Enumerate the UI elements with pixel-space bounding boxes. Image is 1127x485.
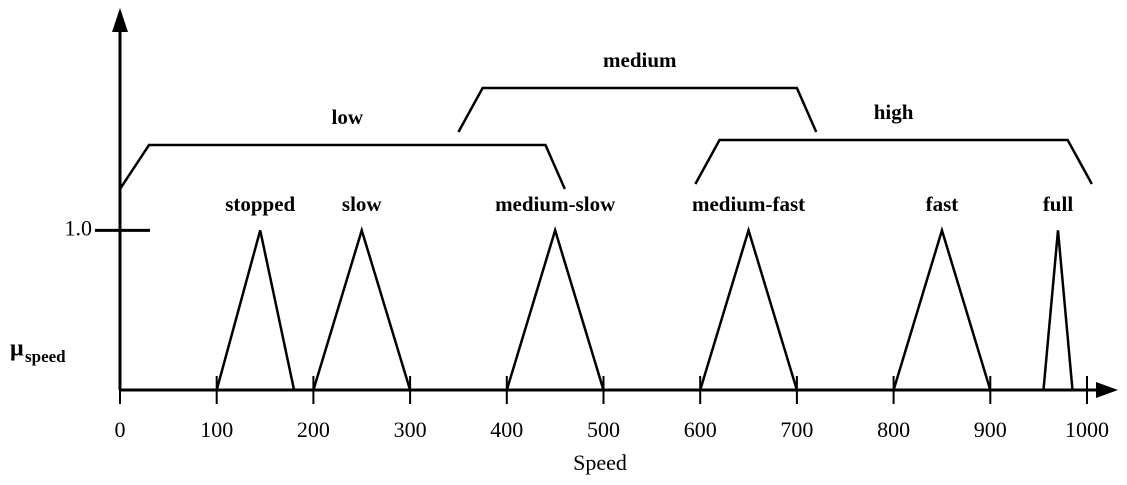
membership-triangle <box>892 226 992 391</box>
x-tick-label: 300 <box>394 417 427 442</box>
range-label: low <box>331 105 363 129</box>
range-label: medium <box>603 48 677 72</box>
x-tick-label: 0 <box>115 417 126 442</box>
x-tick-label: 900 <box>974 417 1007 442</box>
set-label: fast <box>926 192 959 216</box>
x-tick-label: 500 <box>587 417 620 442</box>
x-tick-label: 700 <box>780 417 813 442</box>
membership-triangle <box>215 230 296 391</box>
set-label: stopped <box>225 192 295 216</box>
range-bracket <box>118 143 566 190</box>
membership-triangle <box>312 226 412 391</box>
y-axis-label: μ <box>10 336 24 362</box>
membership-triangle <box>505 226 605 391</box>
y-tick-label: 1.0 <box>65 215 93 240</box>
x-tick-label: 400 <box>490 417 523 442</box>
x-axis-arrow <box>1096 382 1118 398</box>
set-label: medium-slow <box>495 192 616 216</box>
membership-triangle <box>1042 230 1074 391</box>
range-bracket <box>694 138 1093 185</box>
y-axis-label-subscript: speed <box>25 347 66 366</box>
x-tick-label: 100 <box>200 417 233 442</box>
range-bracket <box>457 86 818 133</box>
x-tick-label: 1000 <box>1065 417 1109 442</box>
x-tick-label: 600 <box>684 417 717 442</box>
set-label: medium-fast <box>692 192 805 216</box>
x-tick-label: 200 <box>297 417 330 442</box>
x-tick-label: 800 <box>877 417 910 442</box>
membership-triangle <box>699 226 799 391</box>
set-label: full <box>1043 192 1074 216</box>
y-axis-arrow <box>112 8 128 32</box>
x-axis-label: Speed <box>573 450 627 475</box>
range-label: high <box>874 100 914 124</box>
set-label: slow <box>342 192 383 216</box>
